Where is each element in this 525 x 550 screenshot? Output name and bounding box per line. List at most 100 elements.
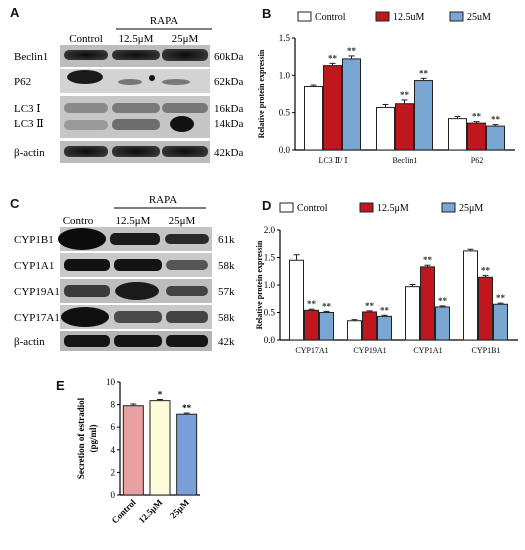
blot-c-row-name: CYP19A1 — [14, 286, 60, 298]
blot-a-group-label: RAPA — [150, 15, 178, 27]
bar-chart-e: 0 2 4 6 8 10 Secretion of estradiol (pg/ml) Cont… — [76, 377, 200, 526]
blot-a-row-name: Beclin1 — [14, 51, 48, 63]
bar — [405, 286, 420, 341]
x-tick-label: Beclin1 — [393, 156, 418, 165]
significance-mark: ** — [472, 112, 482, 122]
band — [118, 79, 142, 85]
significance-mark: * — [158, 390, 163, 400]
blot-a-col-control: Control — [69, 33, 103, 45]
significance-mark: ** — [491, 115, 501, 125]
bar — [463, 250, 478, 341]
blot-a-row-name: LC3 Ⅱ — [14, 118, 44, 130]
panel-label-b: B — [262, 6, 272, 21]
band — [64, 285, 110, 297]
band — [162, 146, 208, 157]
band — [64, 146, 108, 157]
significance-mark: ** — [322, 301, 332, 311]
bar — [176, 413, 198, 496]
y-axis-label: Relative protein expressin — [255, 240, 264, 329]
y-tick-label: 8 — [111, 400, 116, 410]
y-tick-label: 1.0 — [264, 280, 276, 290]
bar — [149, 400, 171, 496]
band — [110, 233, 160, 245]
bar — [478, 276, 493, 341]
blot-c-row-size: 61k — [218, 234, 235, 246]
significance-mark: ** — [481, 266, 491, 276]
y-tick-label: 0.0 — [279, 145, 291, 155]
band-spot — [170, 116, 194, 132]
band — [61, 307, 109, 327]
significance-mark: ** — [347, 46, 357, 56]
y-tick-label: 0.5 — [279, 108, 291, 118]
x-tick-label: CYP19A1 — [353, 346, 386, 355]
y-tick-label: 10 — [106, 377, 116, 387]
legend-swatch — [359, 202, 374, 213]
blot-a-row-name: β-actin — [14, 147, 45, 159]
blot-c-row-name: β-actin — [14, 336, 45, 348]
blot-c-group-label: RAPA — [149, 194, 177, 206]
x-tick-label: 12.5μM — [137, 497, 165, 525]
legend-swatch — [279, 202, 294, 213]
significance-mark: ** — [182, 403, 192, 413]
bar — [448, 118, 467, 151]
blot-a-col-low: 12.5μM — [119, 33, 154, 45]
significance-mark: ** — [400, 90, 410, 100]
band — [166, 311, 208, 323]
bar — [435, 306, 450, 341]
legend-swatch — [441, 202, 456, 213]
blot-a-row-name: P62 — [14, 76, 31, 88]
bar — [395, 103, 414, 151]
legend-label: 12.5μM — [377, 203, 409, 214]
bar — [304, 309, 319, 341]
blot-a-col-high: 25μM — [172, 33, 199, 45]
x-tick-label: CYP1A1 — [413, 346, 442, 355]
significance-mark: ** — [328, 53, 338, 63]
blot-c-col-low: 12.5μM — [116, 215, 151, 227]
band — [162, 49, 208, 61]
significance-mark: ** — [496, 293, 506, 303]
legend-swatch — [449, 11, 464, 22]
band — [112, 50, 160, 60]
y-axis-label: Secretion of estradiol (pg/ml) — [76, 397, 98, 479]
significance-mark: ** — [307, 299, 317, 309]
panel-label-e: E — [56, 378, 65, 393]
blot-c-col-high: 25μM — [169, 215, 196, 227]
x-tick-label: 25μM — [168, 497, 191, 520]
significance-mark: ** — [423, 255, 433, 265]
y-axis-label: Relative protein expressin — [257, 49, 266, 138]
x-tick-label: LC3 Ⅱ/ Ⅰ — [318, 156, 347, 165]
blot-a-row-name: LC3 Ⅰ — [14, 103, 41, 115]
y-tick-label: 1.5 — [279, 33, 291, 43]
y-tick-label: 6 — [111, 422, 116, 432]
band — [64, 50, 108, 60]
bar — [347, 320, 362, 341]
legend-label: 25μM — [459, 203, 483, 214]
band — [112, 103, 160, 113]
bar — [304, 86, 323, 151]
blot-a-row-size: 14kDa — [214, 118, 243, 130]
bar — [467, 122, 486, 151]
band — [64, 335, 110, 347]
bar — [122, 405, 144, 496]
western-blot-a: Control RAPA 12.5μM 25μM Beclin1 P62 LC3… — [14, 15, 243, 163]
blot-c-col-control: Contro — [63, 215, 94, 227]
legend-label: Control — [315, 12, 346, 23]
panel-label-c: C — [10, 196, 20, 211]
blot-c-row-size: 57k — [218, 286, 235, 298]
blot-a-row-size: 60kDa — [214, 51, 243, 63]
blot-c-row-name: CYP1A1 — [14, 260, 54, 272]
band — [114, 335, 162, 347]
x-tick-label: Control — [110, 497, 139, 526]
bar — [493, 303, 508, 341]
blot-c-row-size: 42k — [218, 336, 235, 348]
band — [64, 259, 110, 271]
band — [114, 311, 162, 323]
significance-mark: ** — [380, 305, 390, 315]
significance-mark: ** — [419, 68, 429, 78]
y-tick-label: 0.5 — [264, 308, 276, 318]
panel-label-a: A — [10, 5, 20, 20]
x-tick-label: CYP1B1 — [472, 346, 501, 355]
bar — [414, 80, 433, 151]
bar — [377, 315, 392, 341]
